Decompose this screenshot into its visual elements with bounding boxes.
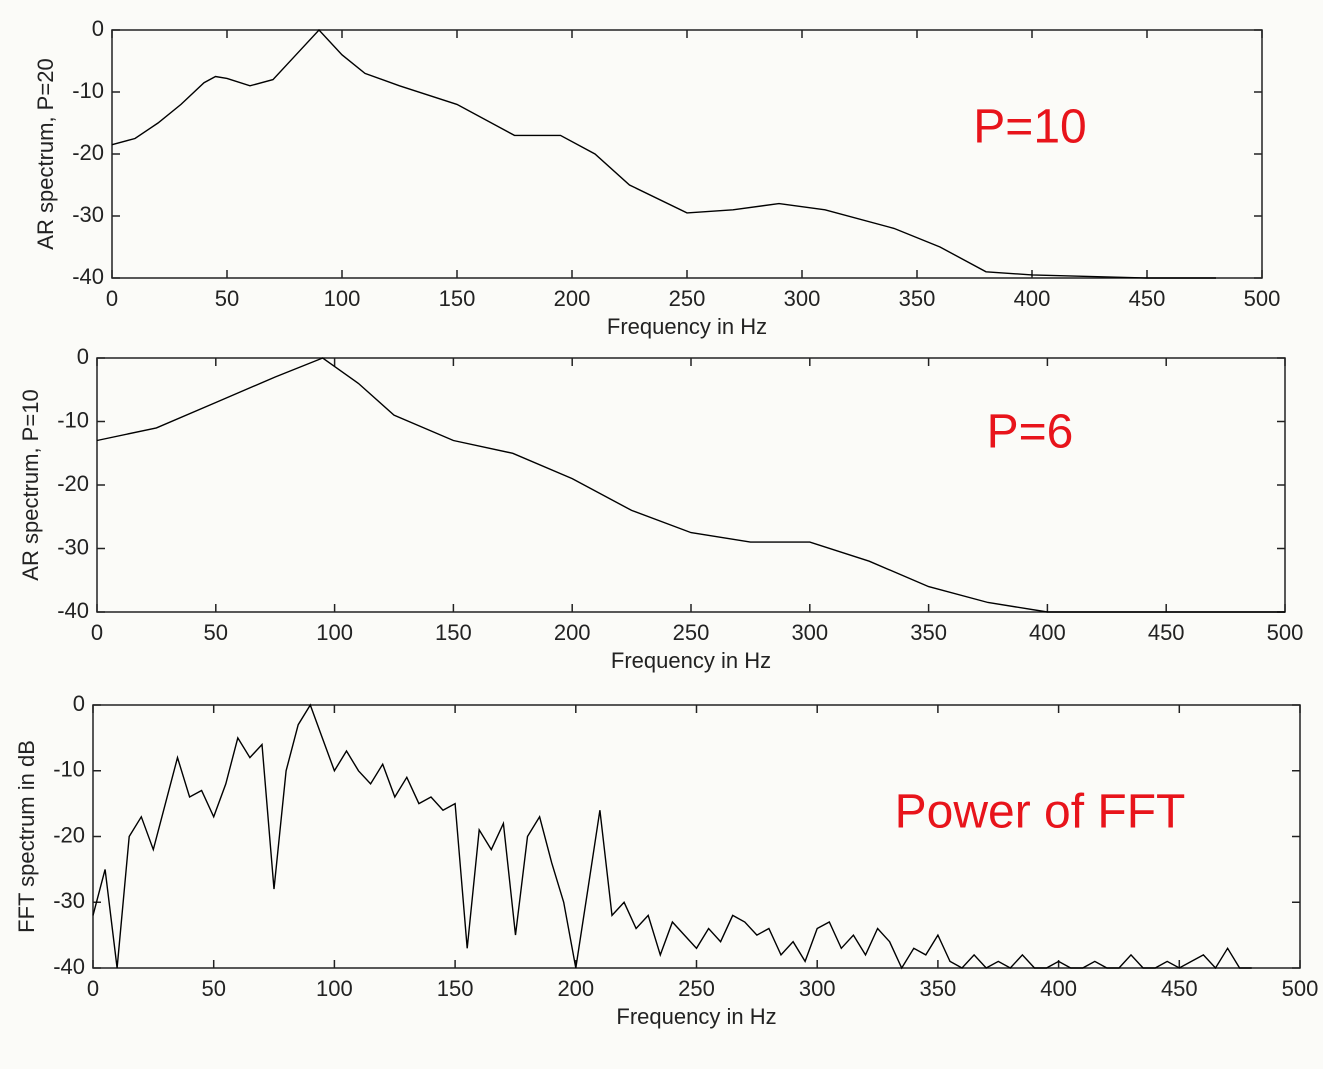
x-tick-label: 0	[106, 286, 118, 311]
x-tick-label: 400	[1040, 976, 1077, 1001]
x-tick-label: 350	[920, 976, 957, 1001]
x-tick-label: 200	[554, 286, 591, 311]
spectrum-line	[92, 703, 1252, 970]
spectrum-line	[96, 357, 1285, 613]
x-tick-label: 200	[557, 976, 594, 1001]
annotation: P=10	[973, 101, 1086, 154]
y-tick-label: -30	[53, 888, 85, 913]
x-tick-label: 150	[437, 976, 474, 1001]
y-tick-label: -40	[53, 954, 85, 979]
y-tick-label: -20	[53, 822, 85, 847]
y-tick-label: -10	[72, 78, 104, 103]
x-tick-label: 300	[791, 620, 828, 645]
x-tick-label: 100	[316, 976, 353, 1001]
annotation: P=6	[987, 406, 1074, 459]
y-axis-label: AR spectrum, P=10	[18, 389, 43, 580]
x-tick-label: 450	[1148, 620, 1185, 645]
plot-frame	[96, 357, 1286, 613]
x-tick-label: 100	[324, 286, 361, 311]
x-tick-label: 500	[1267, 620, 1304, 645]
y-tick-label: -30	[57, 534, 89, 559]
x-tick-label: 350	[910, 620, 947, 645]
x-tick-label: 0	[91, 620, 103, 645]
x-tick-label: 50	[204, 620, 228, 645]
y-tick-label: -20	[72, 140, 104, 165]
x-tick-label: 250	[678, 976, 715, 1001]
x-tick-label: 350	[899, 286, 936, 311]
x-tick-label: 400	[1014, 286, 1051, 311]
x-tick-label: 50	[215, 286, 239, 311]
x-tick-label: 500	[1244, 286, 1281, 311]
x-axis-label: Frequency in Hz	[616, 1004, 776, 1029]
x-tick-label: 450	[1129, 286, 1166, 311]
x-tick-label: 250	[673, 620, 710, 645]
annotation: Power of FFT	[895, 786, 1186, 839]
spectrum-line	[111, 28, 1216, 279]
y-tick-label: 0	[73, 691, 85, 716]
x-tick-label: 150	[435, 620, 472, 645]
x-axis-label: Frequency in Hz	[611, 648, 771, 673]
x-tick-label: 0	[87, 976, 99, 1001]
x-axis-label: Frequency in Hz	[607, 314, 767, 339]
x-tick-label: 150	[439, 286, 476, 311]
x-tick-label: 450	[1161, 976, 1198, 1001]
y-tick-label: -40	[72, 264, 104, 289]
x-tick-label: 300	[784, 286, 821, 311]
x-tick-label: 50	[201, 976, 225, 1001]
y-tick-label: -10	[53, 757, 85, 782]
y-tick-label: -20	[57, 471, 89, 496]
x-tick-label: 200	[554, 620, 591, 645]
x-tick-label: 400	[1029, 620, 1066, 645]
x-tick-label: 500	[1282, 976, 1319, 1001]
y-tick-label: 0	[92, 16, 104, 41]
x-tick-label: 100	[316, 620, 353, 645]
y-tick-label: 0	[77, 344, 89, 369]
x-tick-label: 250	[669, 286, 706, 311]
y-axis-label: FFT spectrum in dB	[14, 740, 39, 933]
y-tick-label: -30	[72, 202, 104, 227]
y-axis-label: AR spectrum, P=20	[33, 58, 58, 249]
x-tick-label: 300	[799, 976, 836, 1001]
y-tick-label: -10	[57, 407, 89, 432]
y-tick-label: -40	[57, 598, 89, 623]
